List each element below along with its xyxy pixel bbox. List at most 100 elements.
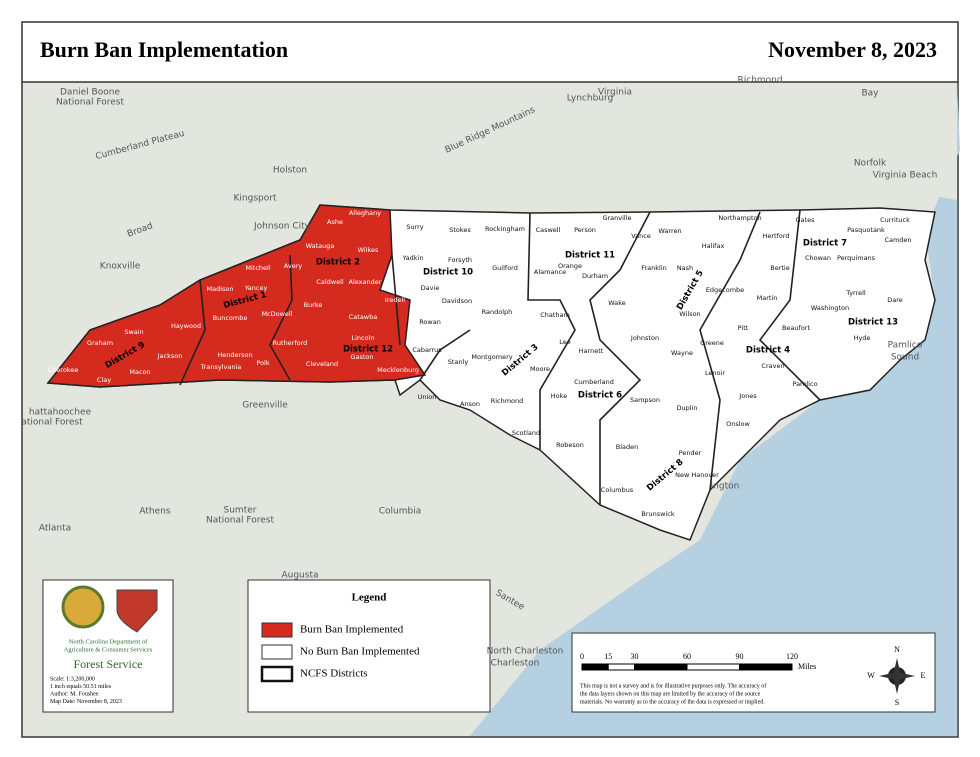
county-label: Stokes <box>449 226 471 234</box>
scale-unit: Miles <box>798 662 816 671</box>
county-label: Brunswick <box>641 510 674 518</box>
county-label: Warren <box>658 227 681 235</box>
county-label: Watauga <box>306 242 335 250</box>
agency-name: Agriculture & Consumer Services <box>64 646 153 653</box>
county-label: Onslow <box>726 420 750 428</box>
place-label: Johnson City <box>253 222 311 232</box>
legend-item: No Burn Ban Implemented <box>300 646 420 658</box>
place-label: hattahoochee <box>29 408 92 418</box>
county-label: Perquimans <box>837 254 876 262</box>
place-label: Bay <box>861 89 879 99</box>
county-label: Lee <box>559 338 571 346</box>
county-label: Currituck <box>880 216 910 224</box>
county-label: Rutherford <box>273 339 308 347</box>
county-label: Mitchell <box>245 264 270 272</box>
county-label: Burke <box>304 301 323 309</box>
county-label: Transylvania <box>200 363 242 371</box>
compass <box>879 658 915 694</box>
place-label: National Forest <box>206 516 274 526</box>
county-label: Stanly <box>448 358 469 366</box>
county-label: Bertie <box>770 264 789 272</box>
county-label: Caswell <box>536 226 561 234</box>
compass-letter: E <box>921 671 926 680</box>
place-label: Greenville <box>242 401 288 411</box>
county-label: Pender <box>679 449 702 457</box>
county-label: Moore <box>530 365 550 373</box>
county-label: Greene <box>700 339 724 347</box>
place-label: Holston <box>273 166 307 176</box>
county-label: Madison <box>206 285 233 293</box>
place-label: Richmond <box>737 76 782 86</box>
county-label: Haywood <box>171 322 201 330</box>
county-label: Randolph <box>482 308 513 316</box>
scale-label: 90 <box>736 652 744 661</box>
county-label: Edgecombe <box>706 286 744 294</box>
county-label: Rowan <box>419 318 441 326</box>
county-label: Alleghany <box>349 209 381 217</box>
district-label: District 11 <box>565 251 615 261</box>
agency-unit: Forest Service <box>74 657 143 671</box>
county-label: Robeson <box>556 441 584 449</box>
district-label: District 10 <box>423 268 473 278</box>
place-label: Virginia Beach <box>873 171 938 181</box>
county-label: Surry <box>406 223 423 231</box>
land <box>700 82 957 200</box>
county-label: Martin <box>757 294 778 302</box>
county-label: Pamlico <box>792 380 817 388</box>
county-label: Beaufort <box>782 324 810 332</box>
scale-box <box>571 632 936 713</box>
district-lines <box>179 209 821 505</box>
county-label: Swain <box>124 328 143 336</box>
county-label: Graham <box>87 339 113 347</box>
county-label: Pasquotank <box>847 226 885 234</box>
place-label: Daniel Boone <box>60 88 120 98</box>
county-label: Mecklenburg <box>377 366 419 374</box>
scale-label: 60 <box>683 652 691 661</box>
place-label: Knoxville <box>100 262 141 272</box>
place-label: Sumter <box>224 506 257 516</box>
county-label: Cherokee <box>48 366 79 374</box>
county-label: Craven <box>761 362 784 370</box>
place-label: Virginia <box>598 88 632 98</box>
county-label: Jones <box>738 392 757 400</box>
scale-label: 30 <box>631 652 639 661</box>
county-label: Washington <box>811 304 849 312</box>
place-label: Norfolk <box>854 159 887 169</box>
district-label: District 13 <box>848 318 898 328</box>
legend-item: Burn Ban Implemented <box>300 624 404 636</box>
agency-note: Scale: 1:3,200,000 <box>50 676 95 682</box>
county-label: Chowan <box>805 254 831 262</box>
county-label: Vance <box>631 232 651 240</box>
place-label: Pamlico <box>888 341 923 351</box>
county-label: Caldwell <box>316 278 344 286</box>
county-label: Avery <box>284 262 303 270</box>
county-label: Hyde <box>854 334 871 342</box>
county-label: Wake <box>608 299 626 307</box>
district-label: District 7 <box>803 239 847 249</box>
forest-service-badge <box>116 589 158 633</box>
legend-title: Legend <box>352 592 387 604</box>
county-label: Durham <box>582 272 608 280</box>
agency-name: North Carolina Department of <box>69 638 148 645</box>
scale-segment <box>607 663 635 671</box>
legend-item: NCFS Districts <box>300 668 368 680</box>
district-label: District 6 <box>578 391 622 401</box>
county-label: New Hanover <box>675 471 719 479</box>
county-label: Lenoir <box>705 369 725 377</box>
county-label: Iredell <box>385 296 405 304</box>
place-label: ational Forest <box>21 418 83 428</box>
title: Burn Ban Implementation <box>40 37 288 62</box>
county-label: Wayne <box>671 349 693 357</box>
agency-note: Author: M. Foushee <box>50 691 99 697</box>
county-label: Franklin <box>641 264 667 272</box>
place-label: Augusta <box>281 571 318 581</box>
county-label: Richmond <box>491 397 524 405</box>
district-label: District 12 <box>343 345 393 355</box>
compass-letter: W <box>867 671 875 680</box>
legend-swatch-ban <box>261 622 293 638</box>
county-label: Davidson <box>442 297 472 305</box>
agency-note: Map Date: November 8, 2023 <box>50 699 122 705</box>
place-label: Sound <box>891 353 919 363</box>
county-label: Guilford <box>492 264 518 272</box>
county-label: Granville <box>602 214 631 222</box>
